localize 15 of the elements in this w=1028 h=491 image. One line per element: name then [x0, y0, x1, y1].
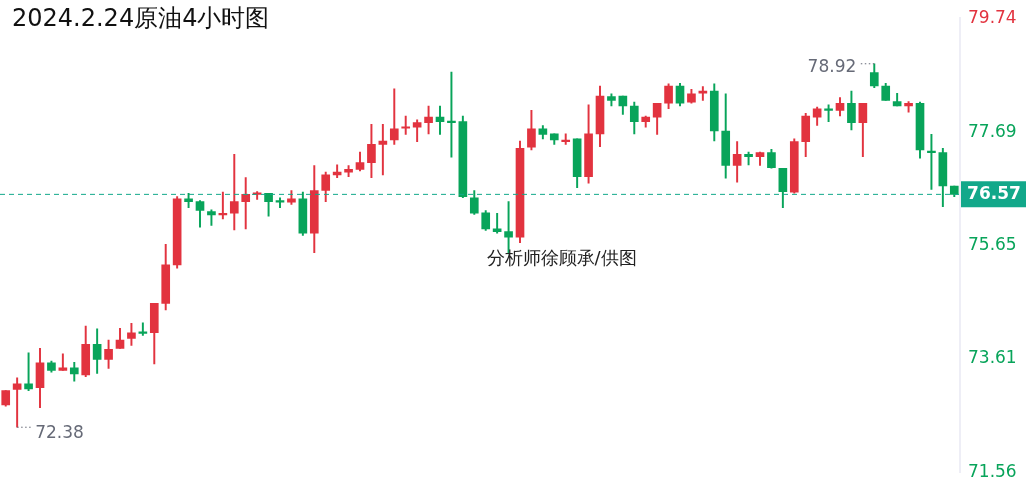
- annotation: 72.38: [35, 421, 84, 442]
- y-tick-label: 79.74: [968, 6, 1017, 27]
- y-tick-label: 73.61: [968, 347, 1017, 368]
- candlestick: [24, 352, 33, 391]
- y-tick-label: 71.56: [968, 461, 1017, 482]
- candlestick: [561, 133, 571, 145]
- annotation: 78.92: [807, 56, 857, 77]
- chart-title: 2024.2.24原油4小时图: [12, 4, 270, 33]
- candlestick: [447, 71, 456, 158]
- y-tick-label: 77.69: [968, 120, 1017, 141]
- annotation: 分析师徐顾承/供图: [486, 247, 637, 269]
- ref-line-label: 76.57: [967, 182, 1021, 203]
- candlestick: [927, 134, 936, 190]
- candlestick: [378, 124, 388, 176]
- y-tick-label: 75.65: [968, 233, 1017, 254]
